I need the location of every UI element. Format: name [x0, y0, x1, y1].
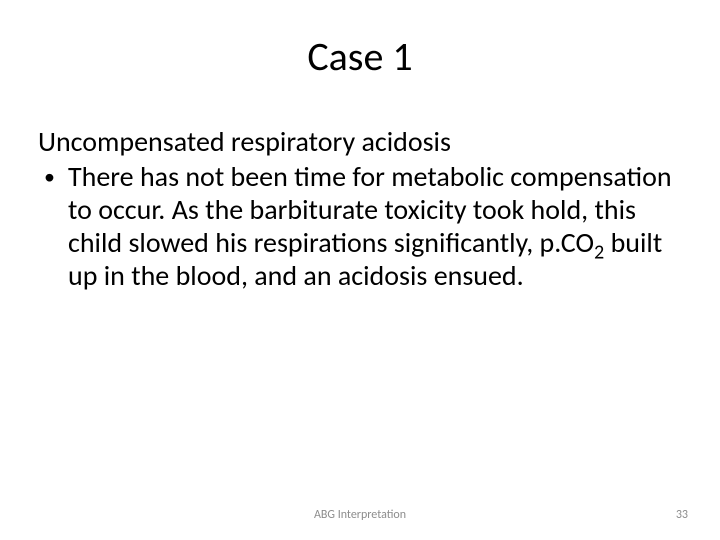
footer-page-number: 33 [676, 508, 688, 522]
slide-title: Case 1 [38, 32, 682, 81]
slide: Case 1 Uncompensated respiratory acidosi… [0, 0, 720, 540]
footer-center-text: ABG Interpretation [0, 508, 720, 522]
bullet-text: There has not been time for metabolic co… [68, 160, 682, 292]
bullet-item: • There has not been time for metabolic … [38, 160, 682, 292]
slide-footer: ABG Interpretation 33 [0, 508, 720, 522]
bullet-marker: • [38, 160, 68, 193]
diagnosis-line: Uncompensated respiratory acidosis [38, 125, 682, 158]
slide-body: Uncompensated respiratory acidosis • The… [38, 125, 682, 292]
bullet-subscript: 2 [594, 241, 604, 265]
bullet-text-before: There has not been time for metabolic co… [68, 159, 672, 260]
